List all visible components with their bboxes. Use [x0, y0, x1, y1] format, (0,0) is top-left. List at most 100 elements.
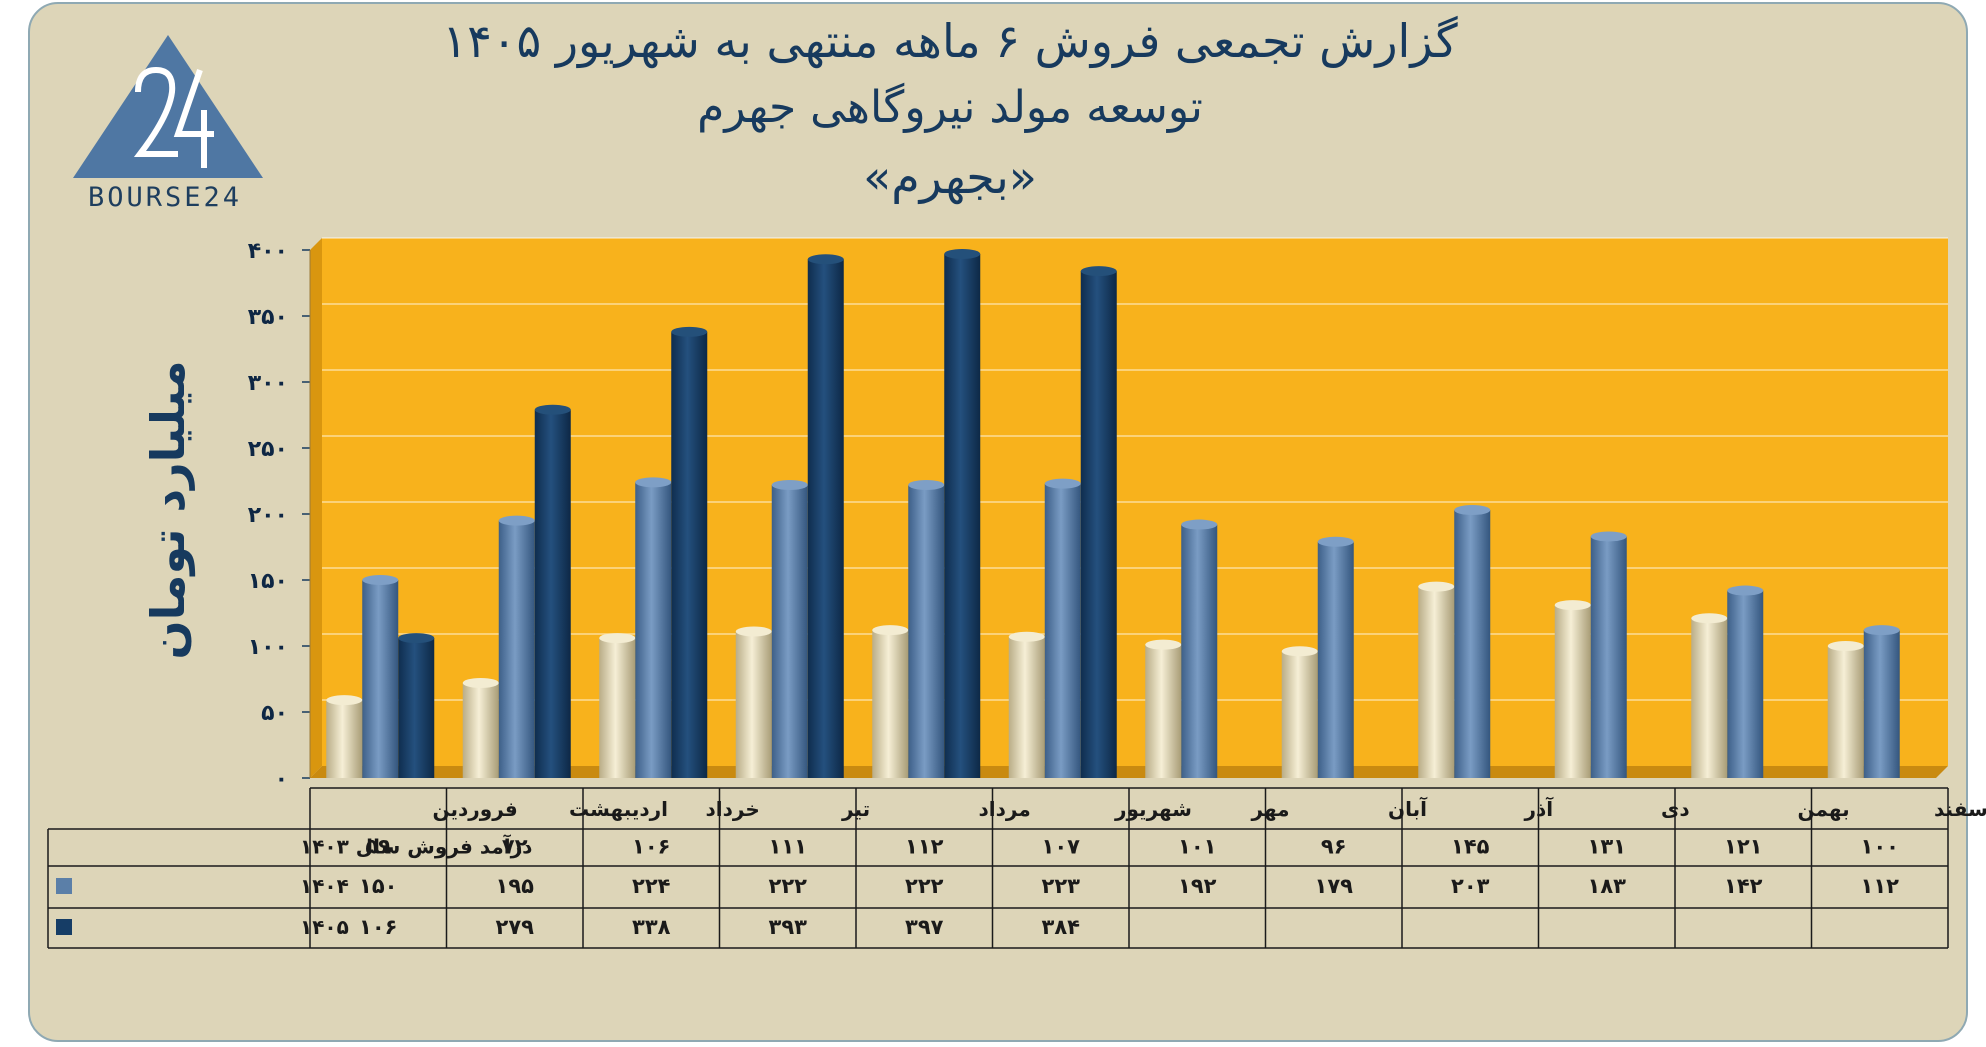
- data-label: ۱۵۰: [359, 874, 397, 898]
- bar-cap-2: [534, 404, 571, 415]
- bourse24-triangle-logo-icon: [73, 35, 263, 178]
- bar-0: [1827, 646, 1864, 778]
- bar-1: [908, 484, 945, 778]
- logo-text: BOURSE24: [87, 182, 243, 213]
- y-tick-label: ۵۰: [261, 701, 288, 726]
- data-label: ۱۷۹: [1315, 874, 1354, 898]
- bourse24-logo: [68, 30, 268, 220]
- bar-0: [326, 700, 363, 778]
- data-label: ۱۱۲: [905, 835, 944, 859]
- data-label: ۱۴۵: [1451, 835, 1490, 859]
- chart-title-line-1: گزارش تجمعی فروش ۶ ماهه منتهی به شهریور …: [442, 14, 1458, 68]
- bar-cap-1: [908, 479, 945, 490]
- data-label: ۱۰۰: [1861, 835, 1899, 859]
- y-tick-label: ۲۰۰: [248, 503, 288, 528]
- bar-1: [1044, 483, 1081, 778]
- bar-cap-1: [1727, 585, 1764, 596]
- x-category-label: شهریور: [1114, 797, 1192, 821]
- bar-cap-1: [771, 479, 808, 490]
- bar-2: [807, 259, 844, 778]
- bar-0: [599, 638, 636, 778]
- legend-entry-1: ۱۴۰۴: [300, 874, 349, 898]
- data-label: ۱۰۶: [359, 915, 397, 939]
- legend-entry-0: درآمد فروش سال ۱۴۰۳: [300, 834, 532, 859]
- data-label: ۲۲۴: [632, 874, 671, 898]
- bar-2: [944, 253, 981, 778]
- bar-cap-2: [671, 326, 708, 337]
- data-label: ۵۹: [365, 835, 391, 859]
- x-category-label: تیر: [841, 797, 870, 821]
- data-label: ۳۳۸: [632, 915, 671, 939]
- data-label: ۲۲۲: [905, 874, 944, 898]
- data-label: ۱۹۲: [1178, 874, 1217, 898]
- x-category-label: فروردین: [433, 797, 518, 821]
- chart-title-line-2: توسعه مولد نیروگاهی جهرم: [697, 82, 1203, 133]
- data-label: ۱۱۲: [1861, 874, 1900, 898]
- y-tick-label: ۱۵۰: [248, 569, 288, 594]
- bar-cap-1: [1317, 536, 1354, 547]
- bar-2: [671, 331, 708, 778]
- data-label: ۲۲۲: [769, 874, 808, 898]
- x-category-label: مهر: [1251, 797, 1290, 821]
- y-tick-label: ۲۵۰: [248, 437, 288, 462]
- bar-cap-0: [1418, 581, 1455, 592]
- bar-0: [1008, 636, 1045, 778]
- bar-0: [872, 630, 909, 778]
- bar-1: [362, 580, 399, 778]
- bar-cap-0: [462, 677, 499, 688]
- bar-1: [1317, 541, 1354, 778]
- plot-floor: [310, 766, 1948, 778]
- x-category-label: بهمن: [1798, 797, 1850, 821]
- data-label: ۱۱۱: [769, 835, 807, 859]
- bar-cap-0: [1827, 641, 1864, 651]
- data-label: ۷۲: [502, 835, 528, 859]
- y-tick-label: ۱۰۰: [248, 635, 288, 660]
- bar-cap-2: [944, 248, 981, 259]
- data-label: ۳۸۴: [1042, 915, 1081, 939]
- bar-1: [635, 482, 672, 778]
- chart-title-line-3: «بجهرم»: [863, 150, 1037, 204]
- bar-0: [1145, 644, 1182, 778]
- x-category-label: آذر: [1524, 796, 1555, 821]
- bar-cap-2: [1080, 266, 1117, 277]
- bar-1: [1727, 590, 1764, 778]
- bar-1: [1863, 630, 1900, 778]
- bar-0: [1281, 651, 1318, 778]
- bar-cap-0: [599, 633, 636, 644]
- bar-0: [735, 631, 772, 778]
- x-category-label: دی: [1661, 797, 1690, 821]
- bar-0: [1418, 586, 1455, 778]
- y-tick-label: ۳۵۰: [248, 305, 288, 330]
- y-tick-label: ۳۰۰: [248, 371, 288, 396]
- bar-cap-0: [1145, 639, 1182, 650]
- bar-1: [1454, 510, 1491, 778]
- data-label: ۲۰۳: [1451, 874, 1490, 898]
- data-label: ۱۴۲: [1724, 874, 1763, 898]
- bar-cap-0: [1554, 600, 1591, 611]
- legend-entry-2: ۱۴۰۵: [300, 915, 349, 939]
- x-category-label: اسفند: [1934, 797, 1986, 821]
- y-tick-label: ۰: [275, 767, 288, 792]
- bar-cap-2: [807, 254, 844, 265]
- x-category-label: مرداد: [979, 797, 1031, 821]
- x-category-label: خرداد: [706, 797, 760, 821]
- bar-0: [1691, 618, 1728, 778]
- data-label: ۱۳۱: [1588, 835, 1626, 859]
- data-label: ۲۷۹: [496, 915, 535, 939]
- data-label: ۱۰۷: [1042, 835, 1081, 859]
- data-label: ۱۸۳: [1588, 874, 1627, 898]
- bar-1: [1181, 524, 1218, 778]
- data-label: ۱۰۱: [1178, 835, 1216, 859]
- bar-2: [398, 638, 435, 778]
- bar-cap-1: [1044, 478, 1081, 489]
- x-category-label: آبان: [1388, 796, 1428, 821]
- data-label: ۱۹۵: [496, 874, 535, 898]
- bar-cap-1: [1863, 625, 1900, 636]
- data-label: ۳۹۷: [905, 915, 944, 939]
- bar-2: [534, 409, 571, 778]
- bar-cap-0: [1281, 646, 1318, 657]
- bar-1: [1590, 536, 1627, 778]
- data-label: ۳۹۳: [769, 915, 808, 939]
- bar-0: [462, 682, 499, 778]
